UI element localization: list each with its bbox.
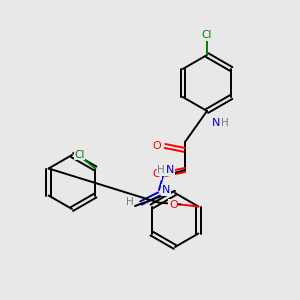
Text: N: N [166,165,174,175]
Text: H: H [126,197,134,207]
Text: H: H [221,118,229,128]
Text: O: O [169,200,178,209]
Text: Cl: Cl [74,149,85,160]
Text: Cl: Cl [202,30,212,40]
Text: N: N [162,185,170,195]
Text: O: O [153,141,161,151]
Text: H: H [157,165,165,175]
Text: O: O [153,169,161,179]
Text: N: N [212,118,220,128]
